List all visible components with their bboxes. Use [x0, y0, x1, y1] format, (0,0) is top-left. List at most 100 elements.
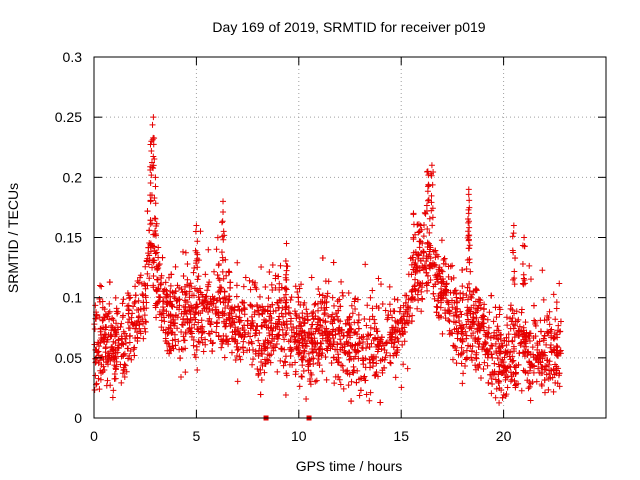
- data-point: [472, 337, 479, 344]
- data-point: [488, 390, 495, 397]
- data-point: [321, 328, 328, 335]
- data-point: [351, 298, 358, 305]
- data-point: [215, 309, 222, 316]
- data-point: [99, 304, 106, 311]
- data-point: [209, 307, 216, 314]
- data-point: [140, 292, 147, 299]
- data-point: [274, 299, 281, 306]
- data-point: [259, 311, 266, 318]
- data-point: [324, 345, 331, 352]
- data-point: [392, 334, 399, 341]
- data-point: [324, 290, 331, 297]
- data-point: [163, 308, 170, 315]
- data-point: [367, 294, 374, 301]
- data-point: [516, 350, 523, 357]
- data-point: [275, 331, 282, 338]
- data-point: [151, 215, 158, 222]
- data-point: [519, 280, 526, 287]
- data-point: [226, 316, 233, 323]
- data-point: [414, 264, 421, 271]
- data-point: [366, 356, 373, 363]
- data-point: [100, 363, 107, 370]
- data-point: [483, 347, 490, 354]
- data-point: [512, 322, 519, 329]
- data-point: [118, 320, 125, 327]
- data-point: [246, 277, 253, 284]
- data-point: [509, 315, 516, 322]
- data-point: [325, 336, 332, 343]
- data-point: [425, 197, 432, 204]
- data-point: [115, 337, 122, 344]
- data-point: [269, 286, 276, 293]
- data-point: [109, 343, 116, 350]
- data-point: [233, 353, 240, 360]
- data-point: [356, 376, 363, 383]
- data-point: [168, 346, 175, 353]
- data-point: [309, 321, 316, 328]
- data-point: [335, 373, 342, 380]
- data-point: [428, 162, 435, 169]
- data-point: [496, 311, 503, 318]
- data-point: [149, 121, 156, 128]
- data-point: [511, 268, 518, 275]
- data-point: [282, 306, 289, 313]
- data-point: [331, 302, 338, 309]
- data-point: [541, 377, 548, 384]
- data-point: [283, 263, 290, 270]
- data-point: [468, 294, 475, 301]
- data-point: [477, 297, 484, 304]
- data-point: [513, 381, 520, 388]
- data-point: [234, 327, 241, 334]
- data-point: [334, 359, 341, 366]
- data-point: [430, 290, 437, 297]
- data-point: [132, 292, 139, 299]
- data-point: [163, 291, 170, 298]
- data-point: [150, 165, 157, 172]
- data-point: [449, 356, 456, 363]
- data-point: [288, 326, 295, 333]
- data-point: [432, 272, 439, 279]
- data-point: [253, 301, 260, 308]
- data-point: [496, 343, 503, 350]
- data-point: [536, 338, 543, 345]
- data-point: [355, 325, 362, 332]
- data-point: [109, 350, 116, 357]
- data-point: [460, 349, 467, 356]
- data-point: [329, 294, 336, 301]
- data-point: [240, 349, 247, 356]
- data-point: [416, 228, 423, 235]
- data-point: [153, 287, 160, 294]
- data-point: [125, 345, 132, 352]
- data-point: [118, 341, 125, 348]
- data-point: [410, 257, 417, 264]
- data-point: [223, 337, 230, 344]
- data-point: [305, 367, 312, 374]
- data-point: [167, 319, 174, 326]
- data-point: [537, 317, 544, 324]
- data-point: [317, 317, 324, 324]
- data-point: [203, 293, 210, 300]
- data-point: [480, 305, 487, 312]
- y-tick-label: 0.05: [55, 350, 82, 366]
- data-point: [315, 356, 322, 363]
- data-point: [190, 336, 197, 343]
- data-point: [117, 361, 124, 368]
- data-point: [446, 308, 453, 315]
- data-point: [537, 328, 544, 335]
- data-point: [205, 281, 212, 288]
- data-point: [339, 344, 346, 351]
- data-point: [481, 359, 488, 366]
- data-point: [181, 288, 188, 295]
- data-point: [178, 374, 184, 381]
- data-point: [226, 293, 233, 300]
- data-point: [110, 356, 117, 363]
- data-point: [126, 352, 133, 359]
- data-point: [354, 367, 361, 374]
- data-point: [97, 282, 104, 289]
- data-point: [469, 357, 476, 364]
- data-point: [292, 310, 299, 317]
- data-point: [112, 327, 119, 334]
- data-point: [234, 346, 241, 353]
- data-point: [338, 329, 345, 336]
- data-point: [510, 371, 517, 378]
